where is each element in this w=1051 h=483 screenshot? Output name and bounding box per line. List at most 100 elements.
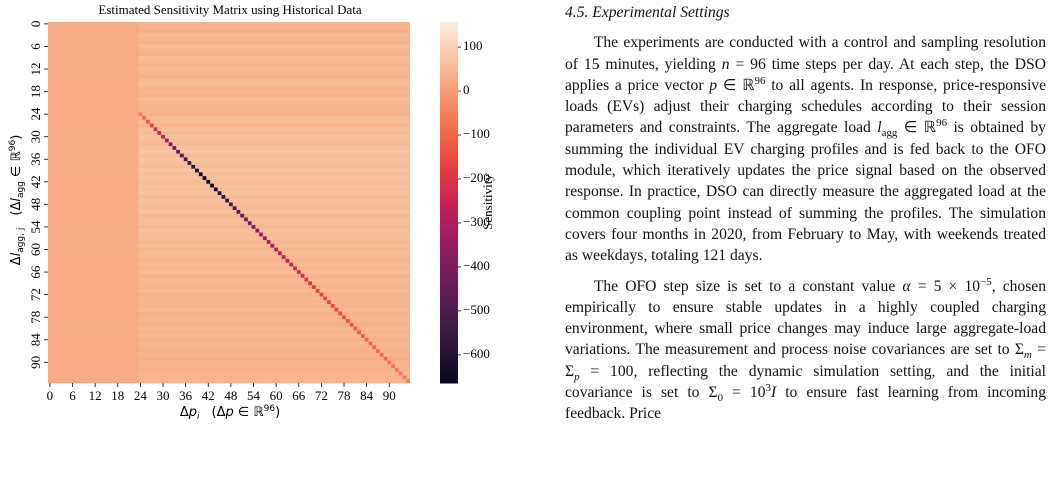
- colorbar-segment: [440, 262, 458, 267]
- colorbar-segment: [440, 139, 458, 143]
- colorbar-segment: [440, 208, 458, 213]
- cell-block: [48, 153, 139, 158]
- diagonal-cell: [327, 300, 331, 305]
- cell-block: [48, 349, 139, 354]
- colorbar-segment: [440, 37, 458, 41]
- colorbar-segment: [440, 88, 458, 92]
- cell-block: [48, 25, 139, 30]
- cell-block: [48, 55, 139, 60]
- cell-block: [138, 371, 410, 376]
- colorbar-segment: [440, 259, 458, 264]
- colorbar-segment: [440, 25, 458, 29]
- cell-block: [138, 349, 410, 354]
- diagonal-cell: [240, 213, 245, 218]
- colorbar-segment: [440, 133, 458, 137]
- diagonal-cell: [138, 112, 143, 117]
- colorbar-segment: [440, 298, 458, 303]
- cell-block: [138, 273, 410, 279]
- colorbar-segment: [440, 181, 458, 185]
- cell-block: [48, 161, 139, 166]
- text: is obtained by summing the individual EV…: [565, 119, 1046, 265]
- cell-block: [48, 100, 139, 106]
- cell-block: [138, 236, 410, 241]
- colorbar-segment: [440, 274, 458, 279]
- colorbar-segment: [440, 112, 458, 116]
- colorbar-segment: [440, 334, 458, 339]
- colorbar-segment: [440, 220, 458, 225]
- y-tick-label: 48: [28, 198, 43, 211]
- cell-block: [138, 375, 410, 380]
- text: ∈ ℝ: [897, 119, 937, 137]
- cell-block: [138, 44, 410, 49]
- math: 3: [765, 381, 771, 394]
- cell-block: [48, 134, 139, 139]
- cell-block: [48, 304, 139, 309]
- colorbar-segment: [440, 331, 458, 336]
- cell-block: [138, 74, 410, 79]
- y-label-part: agg: [16, 181, 26, 198]
- cell-block: [48, 326, 139, 331]
- cell-block: [48, 375, 139, 380]
- cell-block: [138, 142, 410, 147]
- diagonal-cell: [379, 352, 384, 357]
- diagonal-cell: [210, 183, 214, 188]
- colorbar-segment: [440, 268, 458, 273]
- colorbar-segment: [440, 46, 458, 50]
- cell-block: [48, 89, 139, 94]
- cell-block: [48, 157, 139, 162]
- diagonal-cell: [394, 367, 399, 372]
- diagonal-cell: [157, 131, 162, 135]
- cell-block: [138, 138, 410, 143]
- text: The experiments are conducted with a con…: [565, 34, 1046, 73]
- paragraph: The OFO step size is set to a constant v…: [565, 276, 1046, 425]
- colorbar-segment: [440, 100, 458, 104]
- colorbar-segment: [440, 172, 458, 176]
- colorbar-segment: [440, 241, 458, 246]
- cell-block: [138, 300, 410, 305]
- x-tick-label: 0: [47, 388, 54, 403]
- text: , chosen empirically to ensure stable up…: [565, 277, 1047, 359]
- cell-block: [138, 33, 410, 38]
- cell-block: [138, 262, 410, 267]
- diagonal-cell: [376, 349, 380, 353]
- cell-block: [48, 236, 139, 241]
- colorbar-segment: [440, 277, 458, 282]
- diagonal-cell: [244, 217, 248, 222]
- cell-block: [138, 40, 410, 45]
- colorbar-segment: [440, 214, 458, 219]
- cell-block: [48, 119, 139, 124]
- colorbar-segment: [440, 118, 458, 122]
- colorbar-segment: [440, 190, 458, 194]
- cell-block: [138, 52, 410, 57]
- colorbar-segment: [440, 154, 458, 158]
- cell-block: [138, 183, 410, 188]
- colorbar-tick-label: 0: [463, 82, 470, 97]
- colorbar-segment: [440, 364, 458, 369]
- cell-block: [48, 360, 139, 365]
- math: m: [1023, 349, 1032, 362]
- diagonal-cell: [183, 157, 188, 162]
- cell-block: [48, 206, 139, 211]
- cell-block: [138, 164, 410, 169]
- x-tick-label: 66: [292, 388, 306, 403]
- text: = 96 time steps per day. At each step, t…: [565, 55, 1046, 94]
- colorbar-segment: [440, 175, 458, 179]
- cell-block: [48, 228, 139, 233]
- cell-block: [48, 29, 139, 34]
- diagonal-cell: [142, 116, 147, 120]
- cell-block: [138, 123, 410, 128]
- colorbar-segment: [440, 142, 458, 146]
- colorbar-segment: [440, 376, 458, 381]
- colorbar-tick-label: −200: [463, 170, 490, 185]
- x-tick-label: 54: [247, 388, 261, 403]
- cell-block: [48, 337, 139, 342]
- cell-block: [48, 273, 139, 279]
- x-tick-label: 30: [157, 388, 170, 403]
- cell-block: [48, 243, 139, 248]
- cell-block: [48, 255, 139, 260]
- diagonal-cell: [206, 179, 211, 184]
- colorbar-segment: [440, 64, 458, 68]
- colorbar-segment: [440, 169, 458, 173]
- figure: Estimated Sensitivity Matrix using Histo…: [8, 2, 495, 422]
- x-tick-label: 90: [383, 388, 396, 403]
